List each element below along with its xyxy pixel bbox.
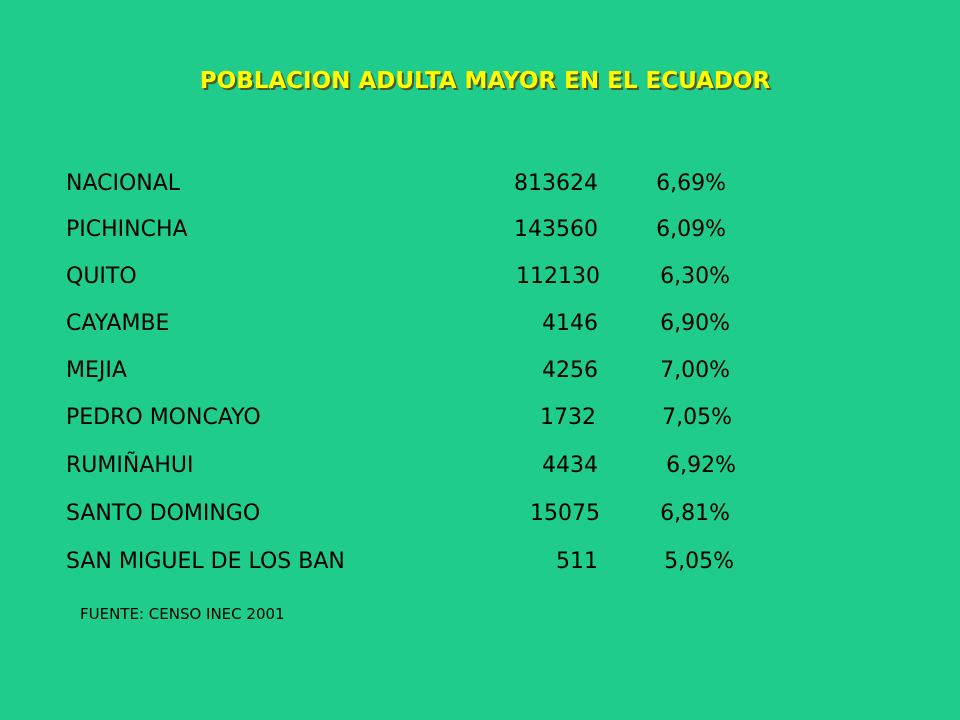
row-percent: 6,90% <box>660 311 730 336</box>
row-value: 15075 <box>530 501 600 526</box>
row-value: 4434 <box>542 453 598 478</box>
row-percent: 6,69% <box>656 171 726 196</box>
row-name: QUITO <box>66 264 137 289</box>
row-name: SAN MIGUEL DE LOS BAN <box>66 549 345 574</box>
row-value: 112130 <box>516 264 600 289</box>
row-name: PICHINCHA <box>66 217 188 242</box>
row-name: SANTO DOMINGO <box>66 501 261 526</box>
row-value: 4146 <box>542 311 598 336</box>
row-percent: 6,81% <box>660 501 730 526</box>
row-percent: 7,05% <box>662 405 732 430</box>
row-value: 143560 <box>514 217 598 242</box>
row-percent: 6,30% <box>660 264 730 289</box>
row-name: CAYAMBE <box>66 311 170 336</box>
row-value: 511 <box>556 549 598 574</box>
row-name: RUMIÑAHUI <box>66 453 194 478</box>
row-percent: 6,92% <box>666 453 736 478</box>
source-note: FUENTE: CENSO INEC 2001 <box>80 605 285 623</box>
row-percent: 6,09% <box>656 217 726 242</box>
row-name: MEJIA <box>66 358 127 383</box>
row-name: PEDRO MONCAYO <box>66 405 261 430</box>
row-value: 4256 <box>542 358 598 383</box>
row-percent: 7,00% <box>660 358 730 383</box>
row-name: NACIONAL <box>66 171 181 196</box>
row-value: 813624 <box>514 171 598 196</box>
slide-title: POBLACION ADULTA MAYOR EN EL ECUADOR <box>199 68 771 94</box>
row-value: 1732 <box>540 405 596 430</box>
row-percent: 5,05% <box>664 549 734 574</box>
